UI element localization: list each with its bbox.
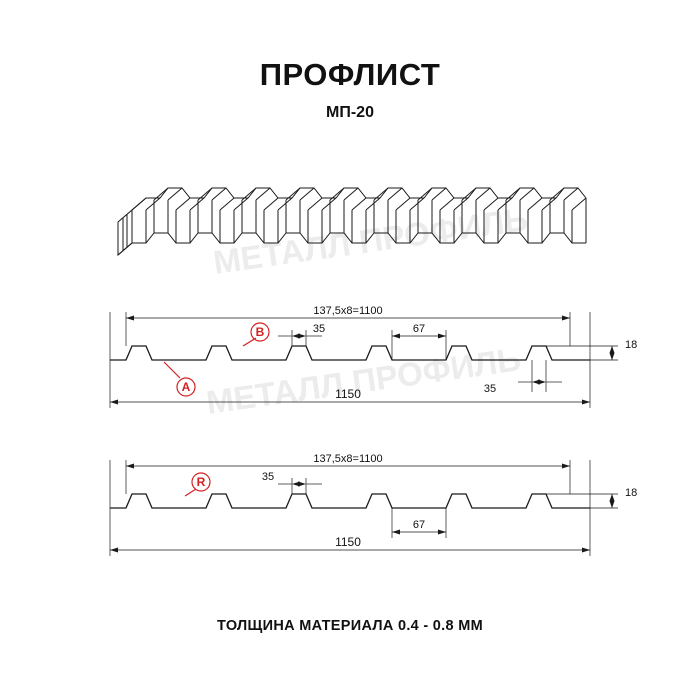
top-working-width-label: 137,5х8=1100 (313, 305, 382, 317)
material-thickness-label: ТОЛЩИНА МАТЕРИАЛА 0.4 - 0.8 ММ (217, 618, 483, 634)
callout-a-label: A (182, 380, 191, 394)
bottom-dim-35-label: 35 (262, 471, 274, 483)
isometric-sheet-illustration (117, 187, 587, 257)
top-total-width-label: 1150 (335, 387, 361, 401)
bottom-working-width-label: 137,5х8=1100 (313, 453, 382, 465)
bottom-section-drawing (109, 460, 618, 556)
callout-r-label: R (197, 475, 206, 489)
page-title: ПРОФЛИСТ (259, 57, 441, 92)
callout-b-label: B (256, 325, 265, 339)
top-dim-67-label: 67 (413, 323, 425, 335)
bottom-total-width-label: 1150 (335, 535, 361, 549)
top-height-label: 18 (625, 339, 637, 351)
model-label: МП-20 (326, 104, 374, 121)
top-section-drawing (109, 312, 618, 408)
bottom-dim-67-label: 67 (413, 519, 425, 531)
bottom-height-label: 18 (625, 487, 637, 499)
top-dim-35-upper-label: 35 (313, 323, 325, 335)
top-dim-35-lower-label: 35 (484, 383, 496, 395)
